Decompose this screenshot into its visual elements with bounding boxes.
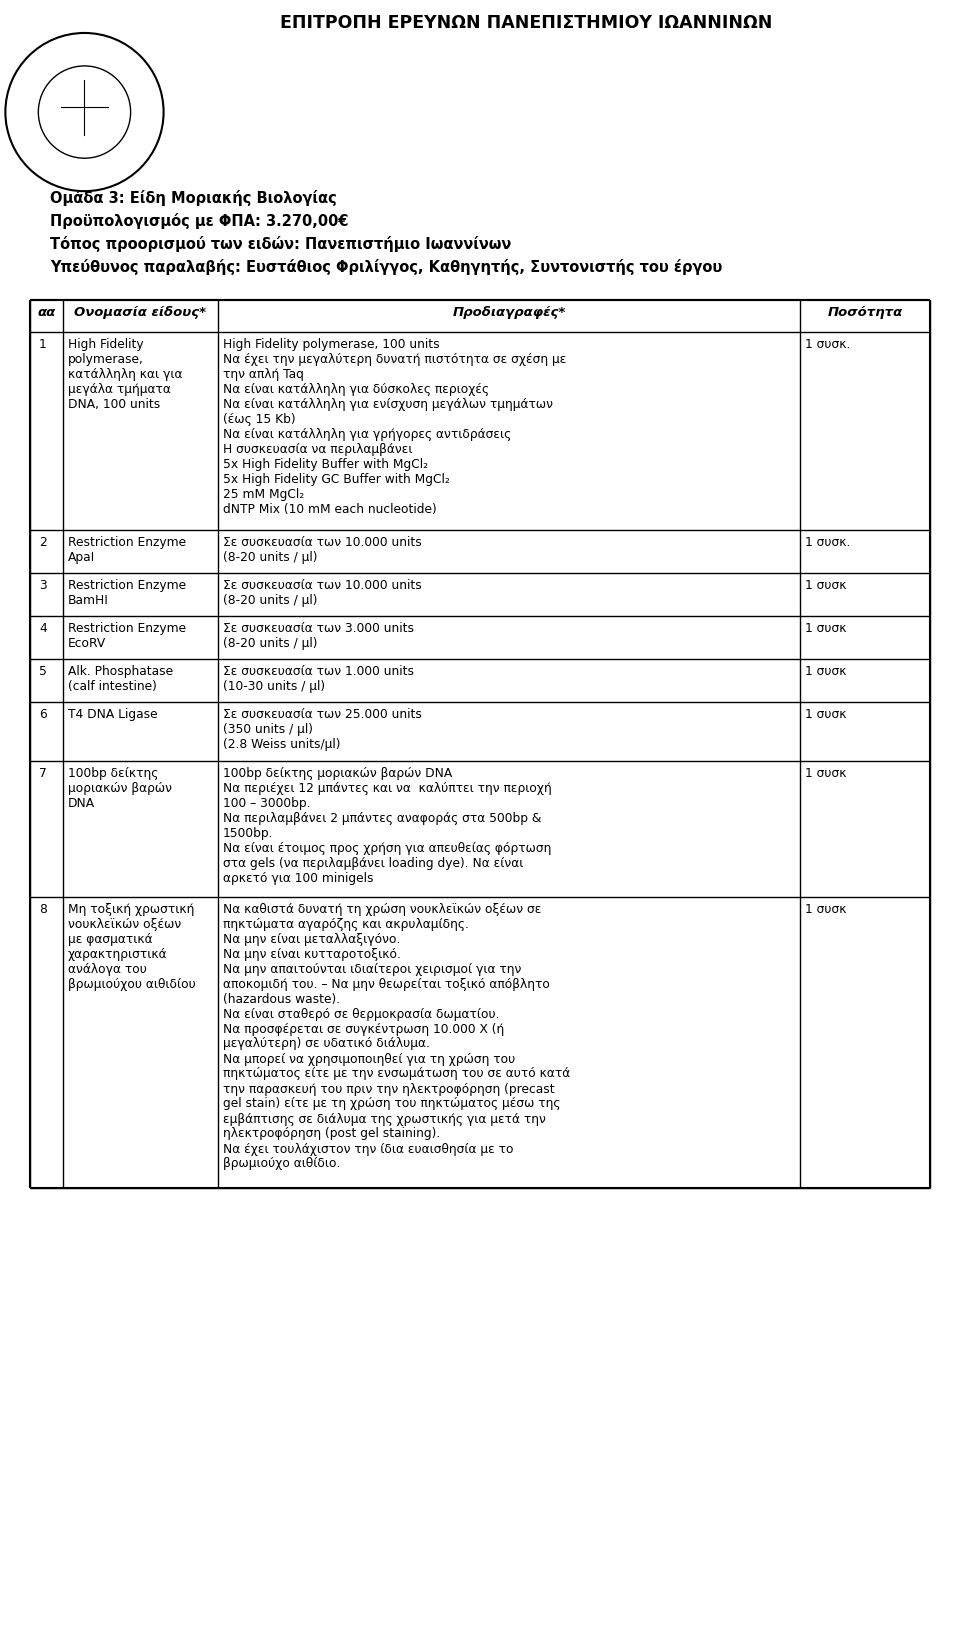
Text: Να καθιστά δυνατή τη χρώση νουκλεϊκών οξέων σε
πηκτώματα αγαρόζης και ακρυλαμίδη: Να καθιστά δυνατή τη χρώση νουκλεϊκών οξ… bbox=[223, 903, 570, 1170]
Text: 5: 5 bbox=[39, 666, 47, 677]
Text: Ονομασία είδους*: Ονομασία είδους* bbox=[75, 307, 206, 320]
Text: 100bp δείκτης μοριακών βαρών DNA
Να περιέχει 12 μπάντες και να  καλύπτει την περ: 100bp δείκτης μοριακών βαρών DNA Να περι… bbox=[223, 766, 552, 885]
Text: 6: 6 bbox=[39, 709, 47, 722]
Text: High Fidelity
polymerase,
κατάλληλη και για
μεγάλα τμήματα
DNA, 100 units: High Fidelity polymerase, κατάλληλη και … bbox=[68, 338, 182, 410]
Text: Σε συσκευασία των 10.000 units
(8-20 units / μl): Σε συσκευασία των 10.000 units (8-20 uni… bbox=[223, 578, 421, 606]
Text: 1: 1 bbox=[39, 338, 47, 351]
Text: Σε συσκευασία των 3.000 units
(8-20 units / μl): Σε συσκευασία των 3.000 units (8-20 unit… bbox=[223, 621, 414, 649]
Text: ΕΠΙΤΡΟΠΗ ΕΡΕΥΝΩΝ ΠΑΝΕΠΙΣΤΗΜΙΟΥ ΙΩΑΝΝΙΝΩΝ: ΕΠΙΤΡΟΠΗ ΕΡΕΥΝΩΝ ΠΑΝΕΠΙΣΤΗΜΙΟΥ ΙΩΑΝΝΙΝΩΝ bbox=[280, 13, 773, 31]
Text: Restriction Enzyme
ApaI: Restriction Enzyme ApaI bbox=[68, 536, 186, 564]
Text: 1 συσκ.: 1 συσκ. bbox=[805, 338, 851, 351]
Text: αα: αα bbox=[37, 307, 56, 320]
Text: 1 συσκ: 1 συσκ bbox=[805, 621, 847, 634]
Text: Τόπος προορισμού των ειδών: Πανεπιστήμιο Ιωαννίνων: Τόπος προορισμού των ειδών: Πανεπιστήμιο… bbox=[50, 236, 512, 252]
Text: Ομάδα 3: Είδη Μοριακής Βιολογίας: Ομάδα 3: Είδη Μοριακής Βιολογίας bbox=[50, 190, 337, 206]
Text: High Fidelity polymerase, 100 units
Να έχει την μεγαλύτερη δυνατή πιστότητα σε σ: High Fidelity polymerase, 100 units Να έ… bbox=[223, 338, 566, 516]
Text: 1 συσκ: 1 συσκ bbox=[805, 578, 847, 592]
Text: Ποσότητα: Ποσότητα bbox=[828, 307, 902, 320]
Text: 1 συσκ.: 1 συσκ. bbox=[805, 536, 851, 549]
Text: Alk. Phosphatase
(calf intestine): Alk. Phosphatase (calf intestine) bbox=[68, 666, 173, 694]
Text: Προϋπολογισμός με ΦΠΑ: 3.270,00€: Προϋπολογισμός με ΦΠΑ: 3.270,00€ bbox=[50, 213, 348, 229]
Text: 2: 2 bbox=[39, 536, 47, 549]
Text: 4: 4 bbox=[39, 621, 47, 634]
Text: 100bp δείκτης
μοριακών βαρών
DNA: 100bp δείκτης μοριακών βαρών DNA bbox=[68, 766, 172, 809]
Text: Restriction Enzyme
EcoRV: Restriction Enzyme EcoRV bbox=[68, 621, 186, 649]
Text: Σε συσκευασία των 1.000 units
(10-30 units / μl): Σε συσκευασία των 1.000 units (10-30 uni… bbox=[223, 666, 414, 694]
Text: Restriction Enzyme
BamHI: Restriction Enzyme BamHI bbox=[68, 578, 186, 606]
Text: Υπεύθυνος παραλαβής: Ευστάθιος Φριλίγγος, Καθηγητής, Συντονιστής του έργου: Υπεύθυνος παραλαβής: Ευστάθιος Φριλίγγος… bbox=[50, 259, 722, 275]
Text: Προδιαγραφές*: Προδιαγραφές* bbox=[452, 307, 565, 320]
Text: 7: 7 bbox=[39, 766, 47, 780]
Text: Μη τοξική χρωστική
νουκλεϊκών οξέων
με φασματικά
χαρακτηριστικά
ανάλογα του
βρωμ: Μη τοξική χρωστική νουκλεϊκών οξέων με φ… bbox=[68, 903, 196, 990]
Text: 1 συσκ: 1 συσκ bbox=[805, 766, 847, 780]
Text: 1 συσκ: 1 συσκ bbox=[805, 666, 847, 677]
Text: T4 DNA Ligase: T4 DNA Ligase bbox=[68, 709, 157, 722]
Text: Σε συσκευασία των 25.000 units
(350 units / μl)
(2.8 Weiss units/μl): Σε συσκευασία των 25.000 units (350 unit… bbox=[223, 709, 421, 751]
Text: Σε συσκευασία των 10.000 units
(8-20 units / μl): Σε συσκευασία των 10.000 units (8-20 uni… bbox=[223, 536, 421, 564]
Text: 8: 8 bbox=[39, 903, 47, 916]
Text: 1 συσκ: 1 συσκ bbox=[805, 709, 847, 722]
Text: 1 συσκ: 1 συσκ bbox=[805, 903, 847, 916]
Text: 3: 3 bbox=[39, 578, 47, 592]
